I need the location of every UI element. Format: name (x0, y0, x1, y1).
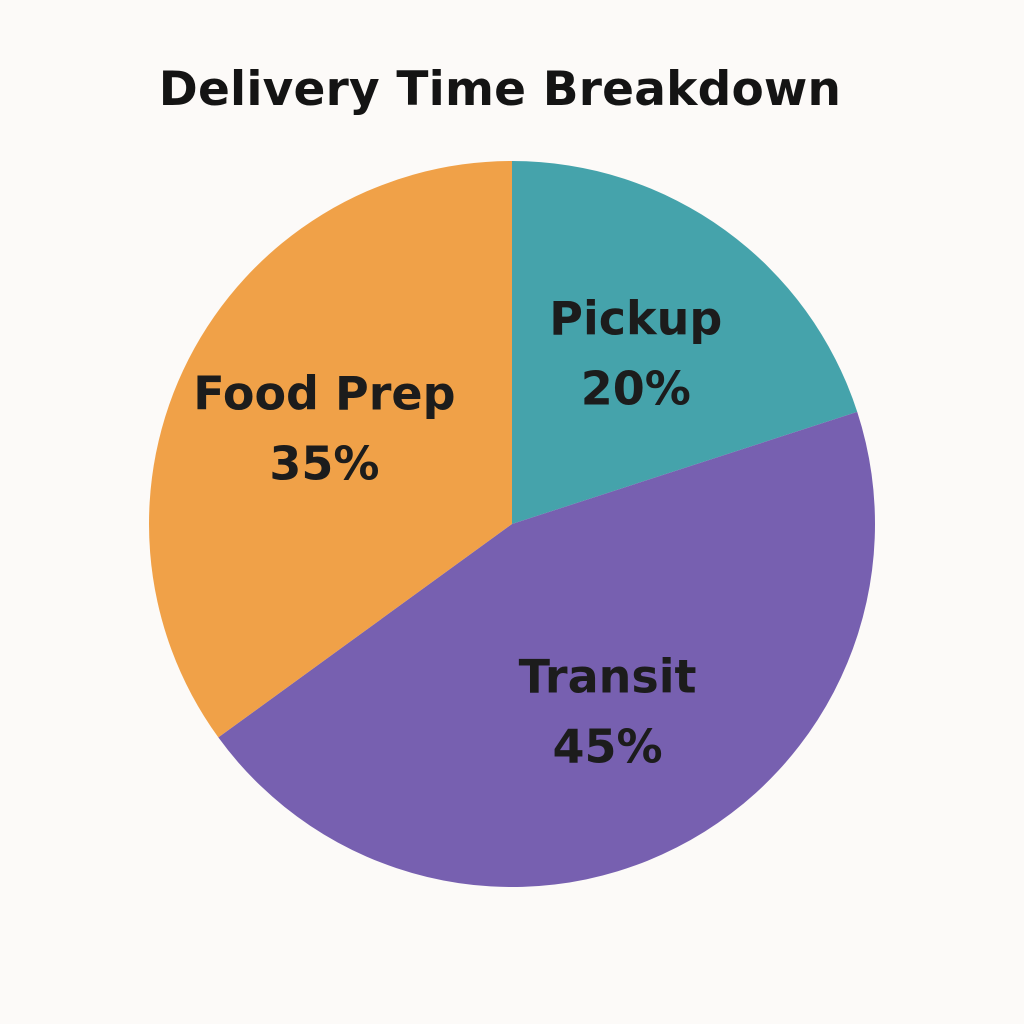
pie-slice-transit (218, 411, 875, 887)
pie-slice-food-prep (148, 161, 512, 738)
slice-label-pickup: Pickup (549, 292, 722, 346)
slice-value-transit: 45% (553, 720, 663, 774)
slice-value-food-prep: 35% (269, 436, 379, 490)
slice-label-transit: Transit (519, 650, 697, 704)
pie-slice-pickup (512, 161, 858, 524)
slice-label-food-prep: Food Prep (193, 366, 455, 420)
chart-title: Delivery Time Breakdown (158, 62, 842, 117)
slice-value-pickup: 20% (581, 362, 691, 416)
